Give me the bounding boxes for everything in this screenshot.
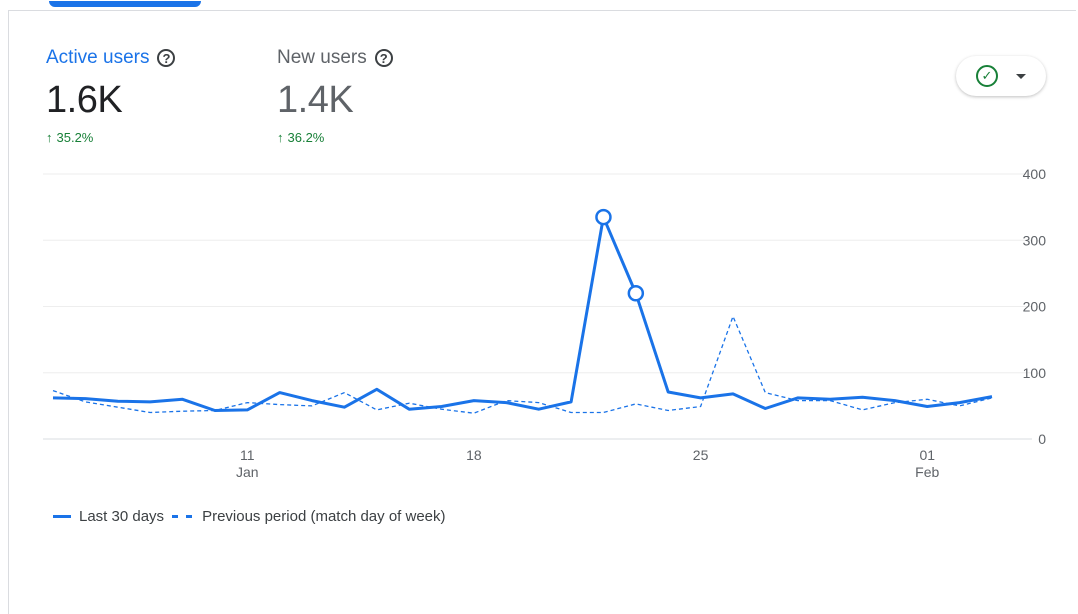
check-circle-icon: ✓ xyxy=(976,65,998,87)
x-tick-label: 11 xyxy=(240,447,255,463)
metric-change: ↑ 36.2% xyxy=(277,130,393,145)
legend-item-current[interactable]: Last 30 days xyxy=(53,508,164,525)
y-tick-label: 100 xyxy=(1023,365,1047,381)
legend-dashed-line-swatch xyxy=(172,515,195,518)
metric-title-row: Active users ? xyxy=(46,47,176,69)
metric-title-row: New users ? xyxy=(277,47,393,69)
metric-title: New users xyxy=(277,47,367,68)
chart-legend: Last 30 days Previous period (match day … xyxy=(53,508,446,525)
metric-change-value: 36.2% xyxy=(287,130,325,145)
data-point-marker xyxy=(595,208,612,226)
metric-value: 1.6K xyxy=(46,79,123,121)
y-tick-label: 0 xyxy=(1038,431,1046,447)
series-line-current xyxy=(52,215,993,412)
y-tick-label: 400 xyxy=(1023,166,1047,182)
selected-tab-indicator xyxy=(49,1,201,7)
metric-change: ↑ 35.2% xyxy=(46,130,175,145)
metrics-card: Active users ? 1.6K ↑ 35.2% New users ? … xyxy=(8,1,1076,614)
series-line-previous xyxy=(52,315,993,414)
metric-title: Active users xyxy=(46,47,150,68)
metric-new-users[interactable]: New users ? 1.4K ↑ 36.2% xyxy=(277,47,393,145)
legend-item-previous[interactable]: Previous period (match day of week) xyxy=(172,508,446,525)
metric-change-value: 35.2% xyxy=(56,130,94,145)
legend-solid-line-swatch xyxy=(53,515,71,518)
x-tick-label: 18 xyxy=(466,447,482,463)
y-tick-label: 200 xyxy=(1023,299,1047,315)
legend-label: Last 30 days xyxy=(79,508,165,525)
arrow-up-icon: ↑ xyxy=(277,130,284,145)
x-tick-sublabel: Jan xyxy=(236,464,259,480)
x-tick-label: 25 xyxy=(693,447,709,463)
metric-value: 1.4K xyxy=(277,79,354,121)
x-tick-label: 01 xyxy=(919,447,935,463)
x-tick-sublabel: Feb xyxy=(915,464,939,480)
help-icon[interactable]: ? xyxy=(157,49,176,67)
data-point-marker xyxy=(627,285,645,302)
arrow-up-icon: ↑ xyxy=(46,130,53,145)
metric-active-users[interactable]: Active users ? 1.6K ↑ 35.2% xyxy=(46,47,176,145)
y-tick-label: 300 xyxy=(1023,232,1047,248)
caret-down-icon xyxy=(1016,73,1026,79)
help-icon[interactable]: ? xyxy=(374,49,393,67)
legend-label: Previous period (match day of week) xyxy=(202,508,446,525)
compare-dropdown-button[interactable]: ✓ xyxy=(956,56,1046,96)
